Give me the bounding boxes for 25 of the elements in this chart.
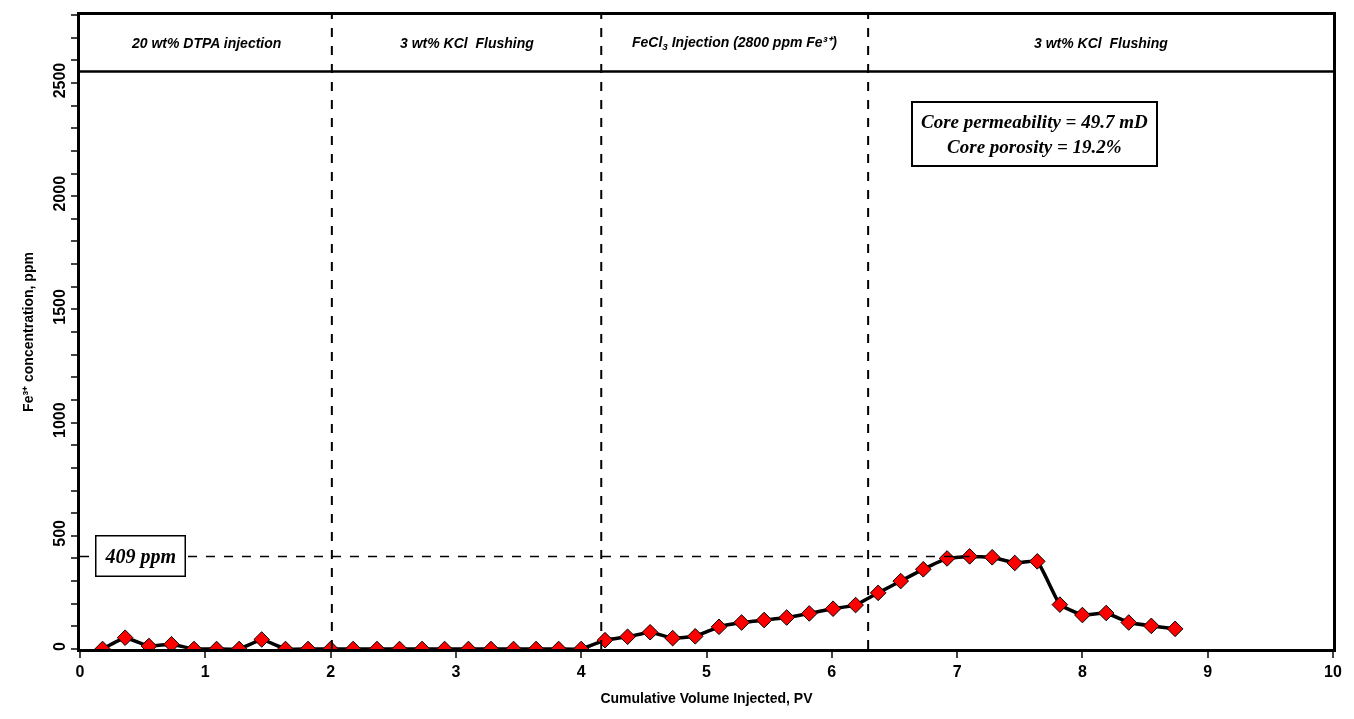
x-tick-label: 6 <box>827 662 837 680</box>
annotation: 3 wt% KCl Flushing <box>1034 35 1169 51</box>
x-tick-label: 0 <box>75 662 85 680</box>
y-axis-title: Fe³⁺ concentration, ppm <box>20 252 37 412</box>
x-tick-label: 2 <box>326 662 336 680</box>
x-axis-title: Cumulative Volume Injected, PV <box>600 690 814 707</box>
x-tick-label: 7 <box>952 662 962 680</box>
annotation: 20 wt% DTPA injection <box>131 35 282 51</box>
x-tick-label: 3 <box>451 662 461 680</box>
annotation: FeCl$_{3}$ Injection (2800 ppm Fe³⁺) <box>632 34 838 52</box>
y-tick-label: 1000 <box>50 402 68 438</box>
y-tick-label: 500 <box>50 519 68 547</box>
x-tick-label: 1 <box>200 662 210 680</box>
x-tick-label: 5 <box>702 662 712 680</box>
y-tick-label: 0 <box>50 642 68 652</box>
x-tick-label: 4 <box>576 662 586 680</box>
y-tick-label: 2500 <box>50 62 68 99</box>
y-tick-label: 1500 <box>50 289 68 325</box>
annotation: Core permeability = 49.7 mD Core porosity = 19.2% <box>921 111 1148 157</box>
y-tick-label: 2000 <box>50 175 68 212</box>
annotation: 3 wt% KCl Flushing <box>400 35 535 51</box>
x-tick-label: 8 <box>1077 662 1087 680</box>
x-tick-label: 10 <box>1324 662 1342 680</box>
ref-line-label: 409 ppm <box>104 544 177 568</box>
x-tick-label: 9 <box>1203 662 1213 680</box>
